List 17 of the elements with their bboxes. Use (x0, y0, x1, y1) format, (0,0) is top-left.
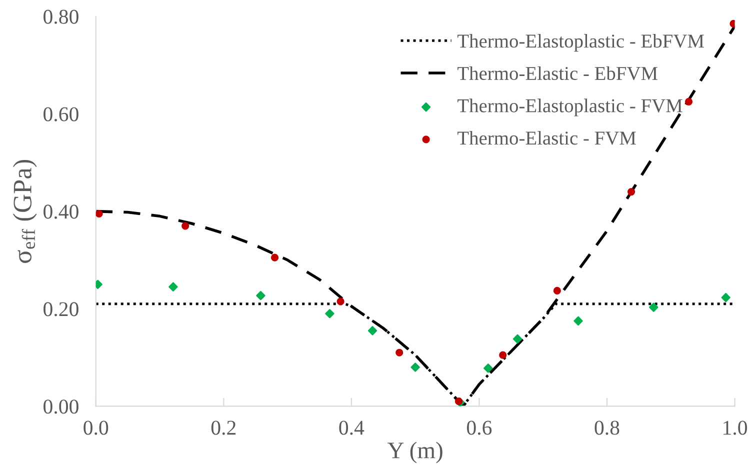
x-tick-label: 0.0 (84, 420, 108, 435)
legend-label: Thermo-Elastic - FVM (458, 131, 636, 145)
legend-label: Thermo-Elastic - EbFVM (458, 66, 658, 80)
y-tick-label: 0.00 (44, 400, 78, 414)
y-tick-label: 0.60 (44, 107, 78, 122)
y-tick-label: 0.40 (44, 204, 78, 219)
y-axis-title: σ$_{eff}$ (GPa) (12, 160, 37, 263)
x-axis-title: Y (m) (388, 442, 442, 464)
x-tick-label: 1.0 (724, 420, 747, 435)
legend-label: Thermo-Elastoplastic - FVM (458, 98, 682, 116)
x-tick-label: 0.8 (594, 420, 620, 435)
x-tick-label: 0.2 (211, 420, 236, 435)
legend-label: Thermo-Elastoplastic - EbFVM (458, 34, 704, 52)
y-tick-label: 0.20 (44, 302, 78, 316)
x-tick-label: 0.6 (466, 420, 492, 435)
x-tick-label: 0.4 (339, 420, 364, 435)
y-tick-label: 0.80 (44, 10, 78, 24)
